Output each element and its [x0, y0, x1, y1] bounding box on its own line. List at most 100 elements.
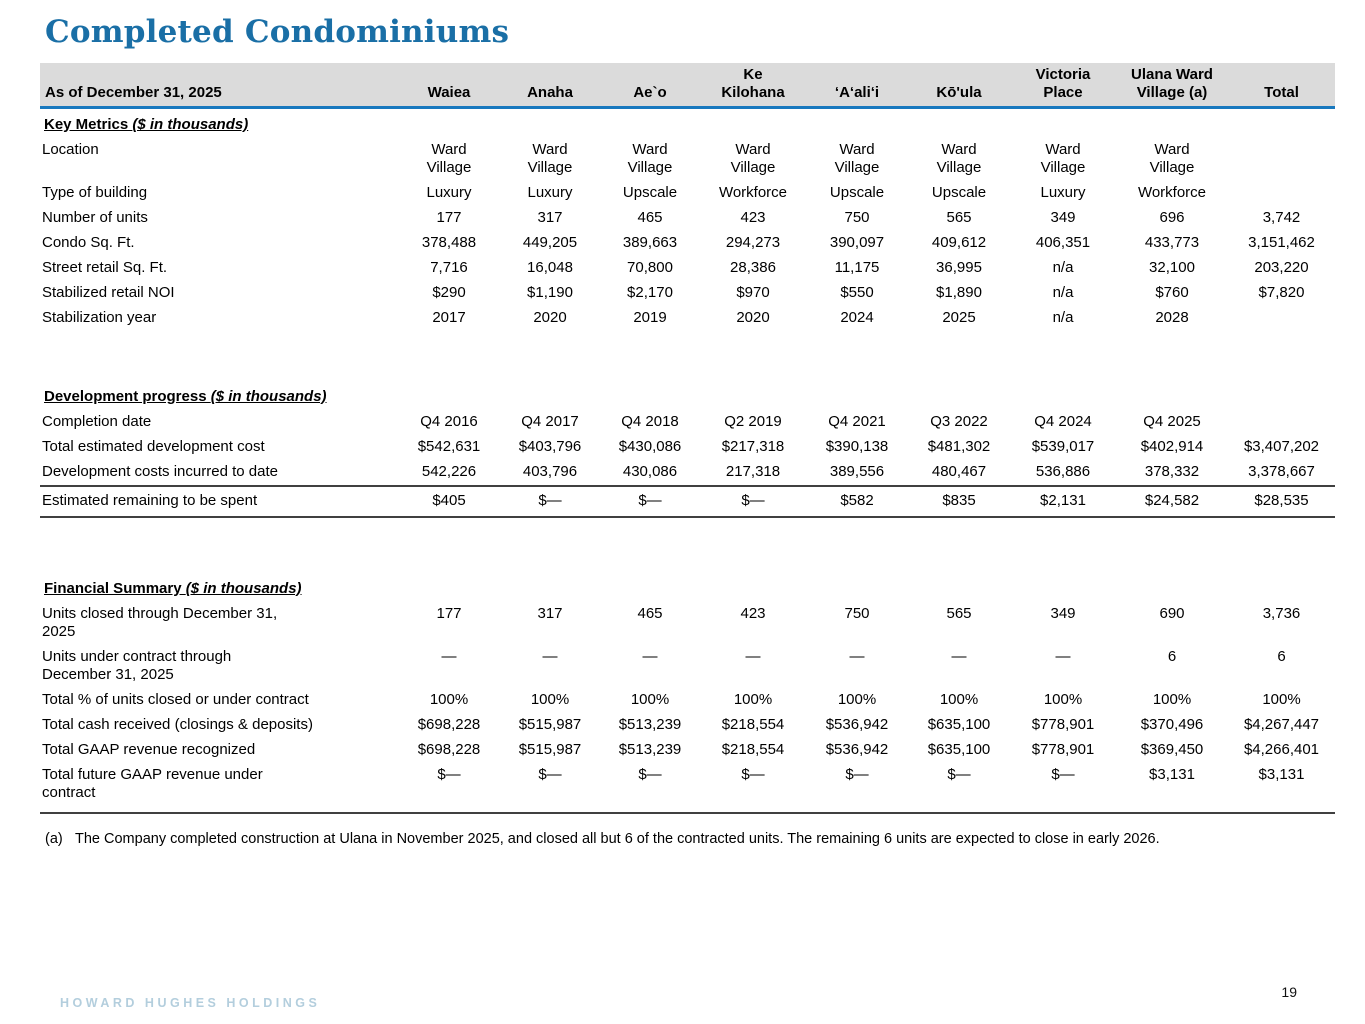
table-row: Location Ward Village Ward Village Ward Vil…	[40, 138, 1335, 181]
cell-value: 2020	[736, 309, 770, 326]
cell-value: 28,386	[730, 259, 776, 276]
cell-value: Luxury	[1040, 184, 1086, 201]
cell-value: n/a	[1052, 284, 1074, 301]
row-label: Units under contract through December 31…	[42, 648, 232, 683]
cell-value: 3,151,462	[1248, 234, 1315, 251]
row-label: Units closed through December 31, 2025	[42, 605, 278, 640]
cell-value: 378,332	[1144, 463, 1200, 480]
table-row: Completion date Q4 2016 Q4 2017 Q4 2018 Q2 2…	[40, 410, 1335, 435]
cell-value: Q4 2025	[1143, 413, 1201, 430]
cell-value: 389,663	[622, 234, 678, 251]
table-row: Development costs incurred to date 542,22…	[40, 460, 1335, 486]
cell-value: 565	[946, 605, 972, 622]
cell-value: 389,556	[829, 463, 885, 480]
cell-value: 349	[1050, 209, 1076, 226]
cell-value: 100%	[1043, 691, 1083, 708]
cell-value: 177	[436, 209, 462, 226]
cell-value: 70,800	[627, 259, 673, 276]
cell-value: $405	[398, 485, 500, 518]
cell-value: 100%	[733, 691, 773, 708]
cell-value: 100%	[1262, 691, 1301, 708]
cell-value: —	[849, 648, 865, 665]
cell-value: $778,901	[1031, 716, 1095, 733]
table-row: Units closed through December 31, 2025 17…	[40, 602, 1335, 645]
cell-value: $430,086	[618, 438, 682, 455]
section-spacer	[40, 331, 1335, 381]
cell-value: $513,239	[618, 741, 682, 758]
footnote-marker: (a)	[45, 831, 63, 847]
table-row: Total estimated development cost $542,631…	[40, 435, 1335, 460]
section-spacer	[40, 517, 1335, 573]
cell-value: $—	[908, 763, 1010, 814]
cell-value: Q4 2024	[1034, 413, 1092, 430]
cell-value: 317	[537, 209, 563, 226]
cell-value: 3,736	[1262, 605, 1301, 622]
cell-value: 36,995	[936, 259, 982, 276]
cell-value: Q4 2017	[521, 413, 579, 430]
cell-value: 423	[740, 605, 766, 622]
cell-value: Q4 2016	[420, 413, 478, 430]
table-row: Total cash received (closings & deposits…	[40, 713, 1335, 738]
cell-value: 100%	[939, 691, 979, 708]
condominiums-table: As of December 31, 2025 Waiea Anaha Ae`o…	[40, 63, 1335, 814]
cell-value: 2017	[432, 309, 466, 326]
cell-value: 6	[1167, 648, 1177, 665]
cell-value: Q2 2019	[724, 413, 782, 430]
cell-value: 100%	[530, 691, 570, 708]
column-header-victoria-place: Victoria Place	[1010, 63, 1116, 109]
cell-value: Ward Village	[527, 141, 573, 176]
cell-value: 2024	[840, 309, 874, 326]
cell-value: $2,170	[627, 284, 673, 301]
cell-value: 403,796	[522, 463, 578, 480]
cell-value: —	[542, 648, 558, 665]
cell-value: $4,266,401	[1243, 741, 1320, 758]
cell-value: $—	[500, 763, 600, 814]
cell-value: —	[441, 648, 457, 665]
cell-value: Ward Village	[426, 141, 472, 176]
section-units-note: ($ in thousands)	[210, 388, 327, 405]
cell-value: 690	[1159, 605, 1185, 622]
cell-value: $582	[806, 485, 908, 518]
cell-value: $760	[1155, 284, 1189, 301]
cell-value: $3,407,202	[1243, 438, 1320, 455]
as-of-date-label: As of December 31, 2025	[40, 63, 398, 109]
cell-value: $542,631	[417, 438, 481, 455]
cell-value: 430,086	[622, 463, 678, 480]
table-header-row: As of December 31, 2025 Waiea Anaha Ae`o…	[40, 63, 1335, 109]
cell-value: $550	[840, 284, 874, 301]
cell-value: $—	[700, 485, 806, 518]
cell-value: 100%	[1152, 691, 1192, 708]
cell-value: 3,742	[1262, 209, 1301, 226]
table-row: Estimated remaining to be spent $405 $— $— $…	[40, 485, 1335, 518]
cell-value: 465	[637, 209, 663, 226]
cell-value: $778,901	[1031, 741, 1095, 758]
section-units-note: ($ in thousands)	[185, 580, 302, 597]
cell-value: $835	[908, 485, 1010, 518]
cell-value: 449,205	[522, 234, 578, 251]
cell-value: $—	[700, 763, 806, 814]
cell-value: 465	[637, 605, 663, 622]
cell-value: $402,914	[1140, 438, 1204, 455]
row-label: Completion date	[42, 413, 152, 430]
cell-value: 100%	[429, 691, 469, 708]
cell-value: 100%	[630, 691, 670, 708]
cell-value: $481,302	[927, 438, 991, 455]
table-row: Units under contract through December 31…	[40, 645, 1335, 688]
column-header-aeo: Ae`o	[600, 63, 700, 109]
cell-value: $513,239	[618, 716, 682, 733]
table-row: Total % of units closed or under contrac…	[40, 688, 1335, 713]
cell-value: Ward Village	[834, 141, 880, 176]
row-label: Total cash received (closings & deposits…	[42, 716, 313, 733]
section-heading-row: Financial Summary ($ in thousands)	[40, 573, 1335, 602]
cell-value: 3,378,667	[1248, 463, 1315, 480]
footnote-text: The Company completed construction at Ul…	[75, 831, 1160, 847]
table-row: Street retail Sq. Ft. 7,716 16,048 70,800 28…	[40, 256, 1335, 281]
cell-value: $—	[500, 485, 600, 518]
cell-value: $515,987	[518, 716, 582, 733]
cell-value: 390,097	[829, 234, 885, 251]
cell-value: 349	[1050, 605, 1076, 622]
company-logo-text: HOWARD HUGHES HOLDINGS	[60, 996, 321, 1010]
cell-value: $—	[600, 485, 700, 518]
cell-value: $539,017	[1031, 438, 1095, 455]
